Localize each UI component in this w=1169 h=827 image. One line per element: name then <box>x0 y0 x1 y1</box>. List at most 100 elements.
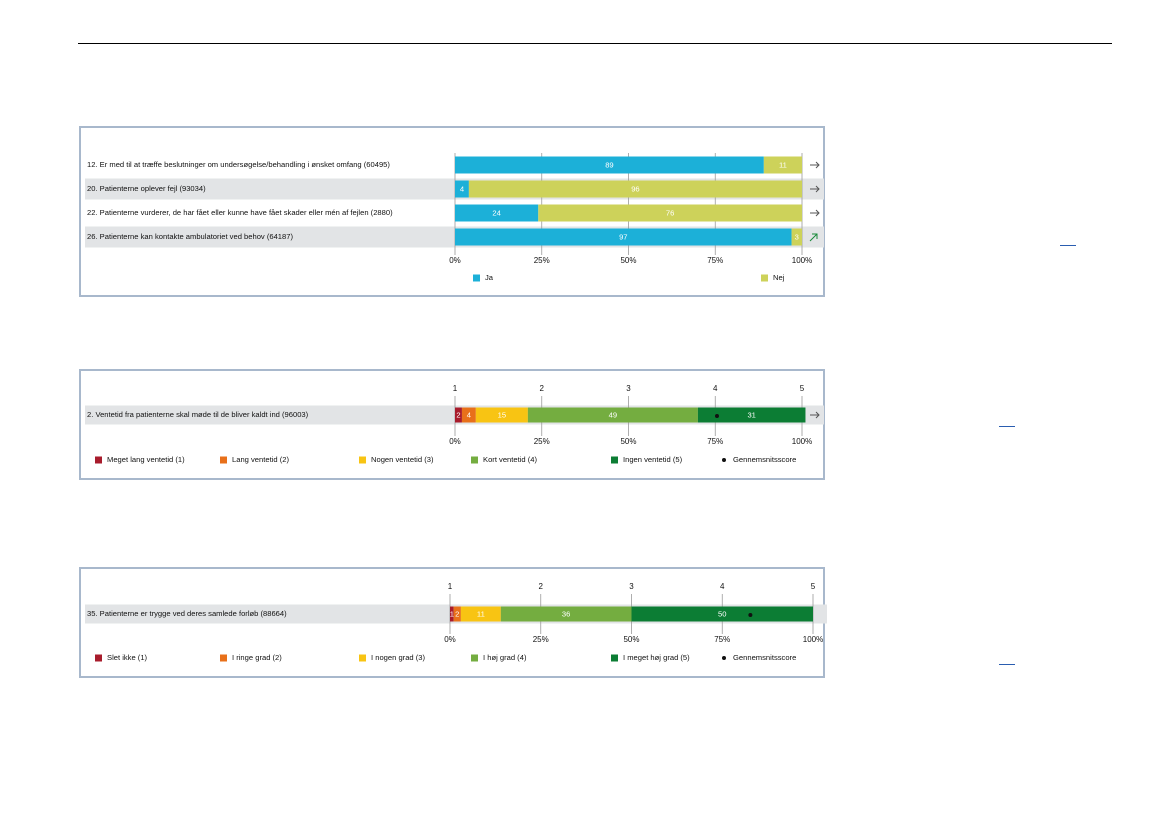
arrow-right-icon <box>810 161 820 169</box>
arrow-right-icon-path <box>810 161 820 169</box>
arrow-right-icon-path <box>810 209 820 217</box>
note-link-1[interactable] <box>1060 245 1076 246</box>
data-label: 89 <box>605 161 613 170</box>
x-tick-label: 100% <box>803 635 823 644</box>
bar-segment <box>475 407 528 423</box>
bar-segment <box>461 407 476 423</box>
score-tick-label: 3 <box>626 384 631 393</box>
legend-swatch <box>220 654 227 662</box>
x-tick-label: 50% <box>623 635 639 644</box>
legend-swatch <box>359 654 366 662</box>
legend-swatch <box>473 274 480 282</box>
bar-segment <box>455 407 462 423</box>
legend-label: Ingen ventetid (5) <box>623 455 683 464</box>
chart-panel-yes-no: 0% 25% 50% 75% 100% 12. Er med til at træffe … <box>79 126 825 297</box>
data-label: 2 <box>456 411 460 420</box>
row-label: 2. Ventetid fra patienterne skal møde ti… <box>87 410 309 419</box>
legend-swatch <box>611 654 618 662</box>
legend-label: I høj grad (4) <box>483 653 527 662</box>
legend-label: Nogen ventetid (3) <box>371 455 434 464</box>
chart-svg: 0% 25% 50% 75% 100%1 2 3 4 535. Patienterne er t… <box>85 582 827 662</box>
x-tick-label: 0% <box>449 437 461 446</box>
arrow-right-icon <box>810 209 820 217</box>
legend-label: I ringe grad (2) <box>232 653 282 662</box>
x-tick-label: 75% <box>707 437 723 446</box>
bar-segment <box>455 204 539 222</box>
legend-label: Lang ventetid (2) <box>232 455 289 464</box>
legend-swatch <box>359 456 366 464</box>
score-tick-label: 2 <box>540 384 545 393</box>
score-tick-label: 1 <box>448 582 453 591</box>
row-label: 12. Er med til at træffe beslutninger om… <box>87 160 390 169</box>
arrow-up-right-icon <box>809 233 818 242</box>
data-label: 11 <box>477 610 485 619</box>
score-tick-label: 3 <box>629 582 634 591</box>
legend-swatch <box>471 654 478 662</box>
arrow-right-icon <box>810 411 820 419</box>
score-tick-label: 4 <box>713 384 718 393</box>
legend-swatch <box>471 456 478 464</box>
x-tick-label: 100% <box>792 437 812 446</box>
data-label: 4 <box>460 185 464 194</box>
bar-segment <box>455 180 469 198</box>
legend-swatch <box>220 456 227 464</box>
legend-dot <box>722 458 726 462</box>
data-label: 76 <box>666 209 674 218</box>
legend-dot <box>722 656 726 660</box>
data-label: 4 <box>467 411 471 420</box>
data-label: 11 <box>779 161 787 170</box>
legend-label: I meget høj grad (5) <box>623 653 690 662</box>
mean-score-marker <box>748 613 753 617</box>
data-label: 49 <box>609 411 617 420</box>
bar-segment <box>460 606 501 622</box>
bar-segment <box>500 606 632 622</box>
bar-segment <box>538 204 802 222</box>
arrow-right-icon-path <box>810 185 820 193</box>
x-tick-label: 75% <box>707 256 723 265</box>
data-label: 50 <box>718 610 726 619</box>
legend-label: Ja <box>485 273 494 282</box>
arrow-up-right-icon-path <box>809 233 818 242</box>
x-tick-label: 0% <box>444 635 456 644</box>
chart-panel-waiting-time: 0% 25% 50% 75% 100% 1 2 3 4 5 2. Ventetid fra pati… <box>79 369 825 480</box>
bar-segment <box>697 407 806 423</box>
legend-label: Gennemsnitsscore <box>733 455 796 464</box>
bar-segment <box>455 156 764 174</box>
note-link-2[interactable] <box>999 426 1015 427</box>
chart-svg: 0% 25% 50% 75% 100% 12. Er med til at træffe … <box>85 153 824 282</box>
bar-segment <box>468 180 802 198</box>
legend-label: Nej <box>773 273 785 282</box>
bar-segment <box>527 407 698 423</box>
x-tick-label: 0% <box>449 256 461 265</box>
bar-segment <box>791 228 802 246</box>
legend-swatch <box>95 654 102 662</box>
x-tick-label: 25% <box>534 256 550 265</box>
legend-swatch <box>95 456 102 464</box>
row-label: 20. Patienterne oplever fejl (93034) <box>87 184 206 193</box>
x-tick-label: 100% <box>792 256 812 265</box>
data-label: 31 <box>747 411 755 420</box>
note-link-3[interactable] <box>999 664 1015 665</box>
bar-segment <box>450 606 454 622</box>
bar-segment <box>455 228 792 246</box>
legend-label: Kort ventetid (4) <box>483 455 537 464</box>
score-tick-label: 5 <box>800 384 805 393</box>
legend-swatch <box>761 274 768 282</box>
arrow-right-icon-path <box>810 411 820 419</box>
row-label: 22. Patienterne vurderer, de har fået el… <box>87 208 393 217</box>
data-label: 96 <box>631 185 639 194</box>
data-label: 15 <box>498 411 506 420</box>
data-label: 36 <box>562 610 570 619</box>
data-label: 3 <box>795 233 799 242</box>
score-tick-label: 1 <box>453 384 458 393</box>
bar-segment <box>453 606 461 622</box>
score-tick-label: 4 <box>720 582 725 591</box>
x-tick-label: 75% <box>714 635 730 644</box>
score-tick-label: 5 <box>811 582 816 591</box>
bar-segment <box>631 606 813 622</box>
legend-label: Slet ikke (1) <box>107 653 148 662</box>
legend-label: Gennemsnitsscore <box>733 653 796 662</box>
score-tick-label: 2 <box>539 582 544 591</box>
bar-segment <box>763 156 802 174</box>
data-label: 2 <box>455 610 459 619</box>
